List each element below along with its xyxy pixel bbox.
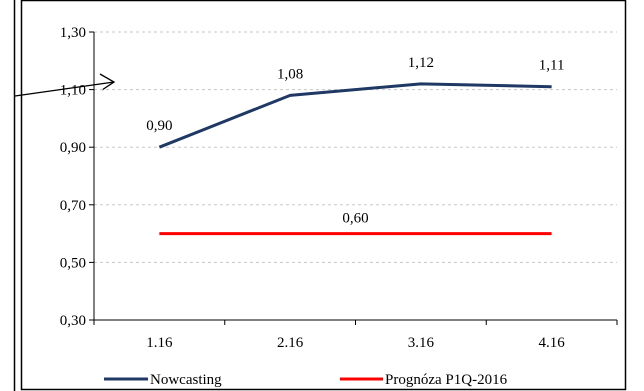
y-tick-label: 0,50 xyxy=(60,255,86,271)
data-label-nowcasting: 1,12 xyxy=(408,55,434,71)
x-tick-label: 2.16 xyxy=(277,335,304,351)
series-line-nowcasting xyxy=(158,82,552,149)
y-tick-label: 1,30 xyxy=(60,25,86,41)
legend: Nowcasting Prognóza P1Q-2016 xyxy=(104,372,508,388)
series-group xyxy=(158,82,552,236)
y-tick-label: 0,90 xyxy=(60,140,86,156)
y-tick-label: 0,30 xyxy=(60,313,86,329)
chart-frame xyxy=(20,0,627,391)
x-axis-ticks: 1.16 2.16 3.16 4.16 xyxy=(146,335,565,351)
x-tick-label: 1.16 xyxy=(146,335,173,351)
data-label-nowcasting: 0,90 xyxy=(146,118,172,134)
x-tick-label: 4.16 xyxy=(539,335,566,351)
x-tick-label: 3.16 xyxy=(408,335,435,351)
y-tick-label: 0,70 xyxy=(60,198,86,214)
annotation-arrow xyxy=(14,73,116,97)
data-label-nowcasting: 1,08 xyxy=(277,66,303,82)
data-label-prognoza: 0,60 xyxy=(342,211,368,227)
data-labels: 0,90 1,08 1,12 1,11 0,60 xyxy=(146,55,564,227)
axes xyxy=(89,31,618,325)
y-axis-ticks: 0,30 0,50 0,70 0,90 1,10 1,30 xyxy=(60,25,86,329)
data-label-nowcasting: 1,11 xyxy=(539,58,565,74)
legend-label-nowcasting: Nowcasting xyxy=(150,372,222,388)
legend-label-prognoza: Prognóza P1Q-2016 xyxy=(385,372,508,388)
y-tick-label: 1,10 xyxy=(60,83,86,99)
